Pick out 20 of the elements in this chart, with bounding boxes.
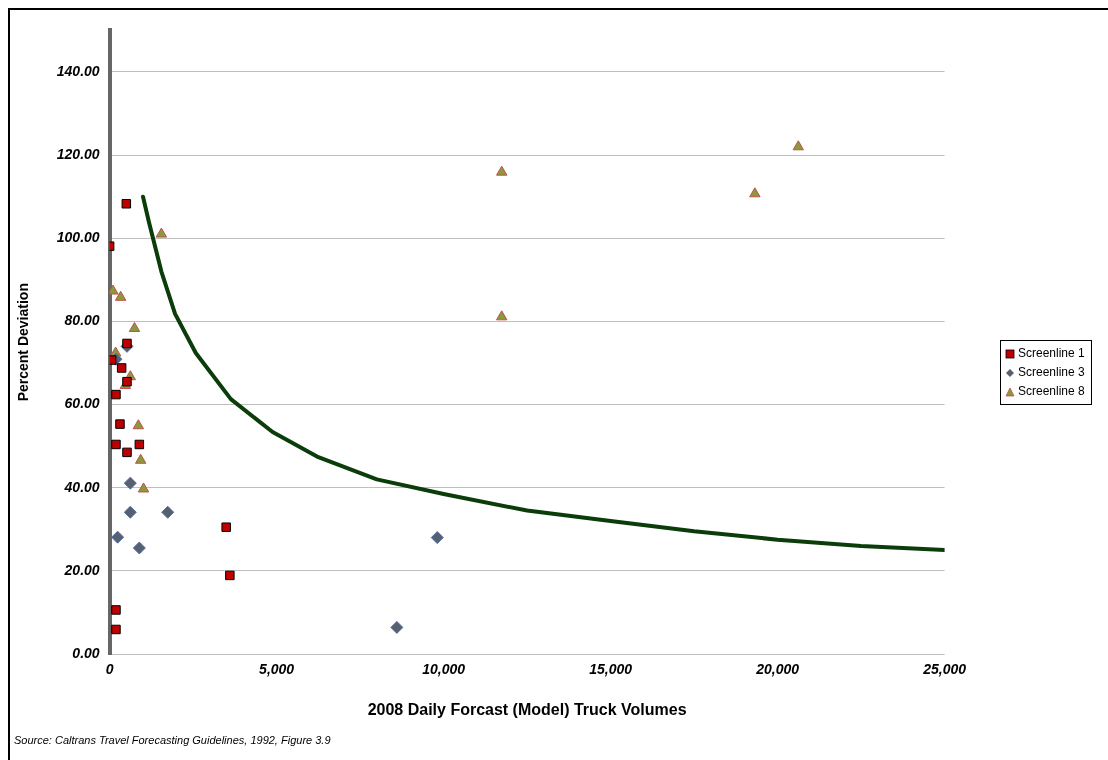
x-tick-label: 15,000 bbox=[589, 661, 633, 678]
y-axis-title: Percent Deviation bbox=[15, 283, 32, 402]
y-tick-label: 120.00 bbox=[56, 145, 100, 162]
y-tick-label: 40.00 bbox=[63, 478, 100, 495]
y-tick-label: 140.00 bbox=[56, 62, 100, 79]
legend-label: Screenline 3 bbox=[1018, 364, 1085, 381]
y-tick-label: 20.00 bbox=[63, 561, 100, 578]
legend-label: Screenline 8 bbox=[1018, 383, 1085, 400]
x-axis-title: 2008 Daily Forcast (Model) Truck Volumes bbox=[367, 700, 687, 718]
x-tick-label: 25,000 bbox=[922, 661, 967, 678]
y-tick-label: 100.00 bbox=[56, 229, 100, 246]
x-tick-label: 10,000 bbox=[422, 661, 466, 678]
legend-label: Screenline 1 bbox=[1018, 345, 1085, 362]
source-note: Source: Caltrans Travel Forecasting Guidelines, 1992, Figure 3.9 bbox=[14, 734, 331, 746]
x-tick-label: 20,000 bbox=[755, 661, 800, 678]
x-tick-label: 0 bbox=[105, 661, 114, 678]
y-tick-label: 60.00 bbox=[64, 395, 100, 412]
y-tick-label: 80.00 bbox=[64, 312, 100, 329]
y-tick-label: 0.00 bbox=[72, 644, 100, 661]
x-tick-label: 5,000 bbox=[259, 661, 295, 678]
